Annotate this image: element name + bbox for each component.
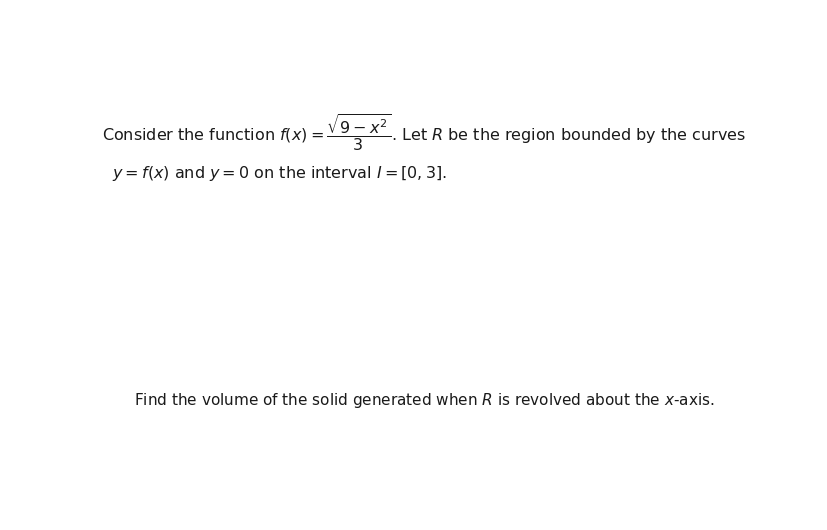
Text: Consider the function $f(x) = \dfrac{\sqrt{9-x^2}}{3}$. Let $R$ be the region bo: Consider the function $f(x) = \dfrac{\sq… bbox=[102, 112, 746, 154]
Text: Find the volume of the solid generated when $R$ is revolved about the $x$-axis.: Find the volume of the solid generated w… bbox=[134, 391, 714, 410]
Text: $y = f(x)$ and $y = 0$ on the interval $I = [0, 3]$.: $y = f(x)$ and $y = 0$ on the interval $… bbox=[112, 164, 447, 183]
